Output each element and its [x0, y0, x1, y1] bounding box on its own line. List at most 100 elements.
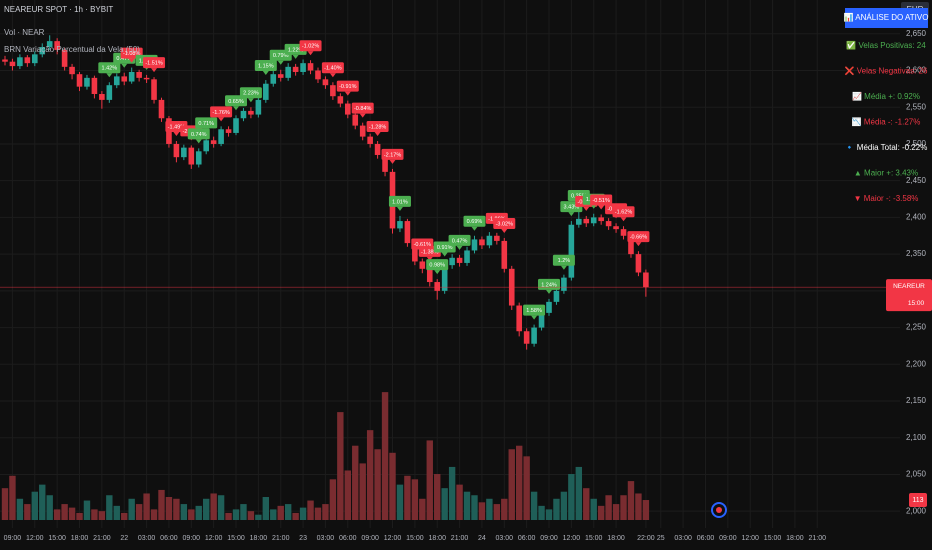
event-marker-dot [716, 507, 722, 513]
candle-body [136, 71, 142, 78]
x-tick-label: 23 [299, 535, 307, 542]
x-tick-label: 15:00 [585, 535, 603, 542]
volume-bar [560, 491, 568, 520]
candle-body [54, 41, 60, 50]
candle-body [613, 226, 619, 230]
annotation-label: -1.76% [212, 110, 230, 116]
y-tick-label: 2,400 [906, 213, 927, 222]
x-tick-label: 09:00 [540, 535, 558, 542]
candle-body [352, 114, 359, 126]
candle-body [210, 140, 217, 144]
candle-body [2, 59, 8, 62]
volume-bar [508, 449, 515, 520]
volume-bar [553, 498, 560, 520]
volume-bar [523, 456, 530, 520]
annotation-pointer [344, 91, 351, 96]
candle-body [471, 239, 478, 251]
annotation-pointer [128, 58, 135, 63]
annotation-label: 1.2% [558, 258, 571, 264]
annotation-label: -0.51% [592, 198, 610, 204]
x-tick-label: 15:00 [227, 535, 245, 542]
panel-row: ▲ Maior +: 3.43% [854, 169, 918, 178]
volume-title: Vol · NEAR [4, 28, 45, 37]
volume-bar [68, 507, 76, 520]
y-tick-label: 2,000 [906, 506, 927, 515]
annotation-label: 0.98% [429, 263, 445, 269]
candle-body [337, 96, 344, 104]
volume-bar [434, 474, 441, 520]
y-tick-label: 2,600 [906, 66, 927, 75]
volume-bar [627, 481, 635, 520]
x-tick-label: 18:00 [607, 535, 625, 542]
volume-bar [262, 497, 270, 520]
candle-body [315, 70, 321, 80]
volume-bar [642, 500, 650, 520]
x-tick-label: 24 [478, 535, 486, 542]
volume-bar [247, 511, 255, 520]
x-tick-label: 21:00 [272, 535, 290, 542]
annotation-box [388, 195, 411, 207]
candle-body [456, 257, 463, 263]
annotation-label: 1.42% [102, 66, 118, 72]
candle-body [143, 77, 150, 80]
y-tick-label: 2,350 [906, 249, 927, 258]
candle-body [285, 66, 291, 78]
y-tick-label: 2,250 [906, 323, 927, 332]
candle-body [583, 218, 590, 224]
volume-bar [635, 493, 642, 520]
candle-body [24, 57, 31, 64]
candle-body [46, 41, 53, 48]
axes: 2,0002,0502,1002,1502,2002,2502,3002,350… [0, 29, 932, 542]
annotation-pointer [292, 54, 299, 59]
annotation-box [552, 254, 575, 266]
x-tick-label: 09:00 [719, 535, 737, 542]
volume-bar [158, 489, 165, 520]
candle-body [106, 85, 113, 100]
annotation-pointer [106, 73, 113, 78]
annotation-pointer [329, 73, 336, 78]
panel-title-box [845, 8, 928, 28]
volume-bar [471, 495, 478, 520]
volume-bar [9, 475, 16, 520]
annotation-box [523, 304, 546, 316]
volume-bar [255, 514, 262, 520]
candle-body [374, 143, 381, 155]
volume-bar [46, 495, 53, 520]
annotation-box [612, 206, 635, 218]
price-tag-countdown: 15:00 [908, 300, 925, 307]
annotation-pointer [195, 139, 202, 144]
candle-body [203, 140, 210, 152]
volume-bar [441, 488, 448, 520]
candle-body [426, 268, 433, 283]
volume-bar [150, 509, 158, 520]
volume-bar [538, 505, 545, 520]
annotation-pointer [471, 226, 478, 231]
candle-body [181, 147, 187, 158]
annotation-label: -0.66% [630, 235, 648, 241]
volume-bar [53, 509, 61, 520]
annotation-pointer [173, 132, 180, 137]
volume-bar [463, 491, 471, 520]
candle-body [300, 63, 306, 72]
candle-body [635, 254, 642, 273]
volume-bar [91, 509, 98, 520]
y-tick-label: 2,100 [906, 433, 927, 442]
annotation-box [381, 148, 404, 160]
candle-body [84, 77, 90, 87]
annotation-pointer [374, 132, 381, 137]
candle-body [255, 99, 262, 115]
annotation-pointer [307, 51, 314, 56]
volume-bar [389, 452, 396, 520]
candle-body [218, 129, 224, 144]
annotation-pointer [546, 289, 553, 294]
candle-body [344, 103, 351, 115]
x-tick-label: 09:00 [183, 535, 201, 542]
candle-body [464, 250, 470, 263]
annotation-pointer [441, 252, 448, 257]
volume-bar [612, 504, 620, 520]
candle-body [531, 327, 537, 344]
x-tick-label: 12:00 [384, 535, 402, 542]
annotation-pointer [121, 63, 128, 68]
